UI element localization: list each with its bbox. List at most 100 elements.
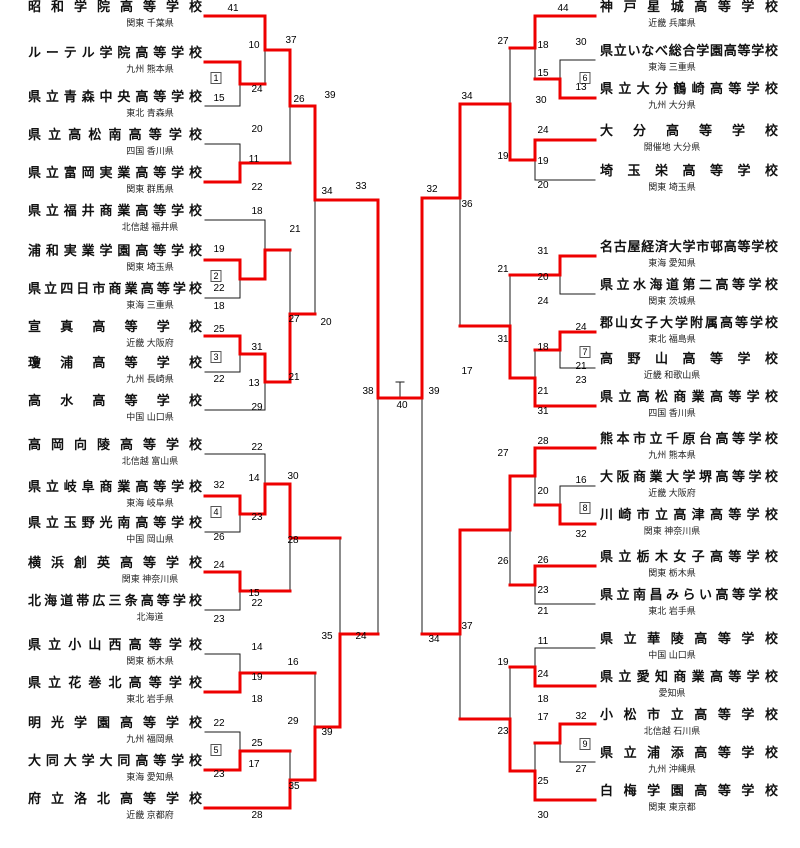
match-number: 11 [537,636,549,647]
match-number: 24 [537,669,549,680]
match-number: 24 [537,125,549,136]
school-region: 四国 香川県 [648,408,696,418]
school-region: 九州 大分県 [648,100,696,110]
school-name: 県立浦添高等学校 [600,745,778,760]
first-round-match-number: 2 [210,270,222,282]
school-entry: 高岡向陵高等学校 北信越 富山県 [28,438,202,466]
match-number: 20 [251,124,263,135]
school-entry: 県立福井商業高等学校 北信越 福井県 [28,204,202,232]
first-round-match-number: 6 [579,72,591,84]
match-number: 25 [213,324,225,335]
school-name: 浦和実業学園高等学校 [28,243,202,258]
school-name: 県立花巻北高等学校 [28,675,202,690]
match-number: 21 [537,606,549,617]
match-number: 31 [537,406,549,417]
match-number: 26 [497,556,509,567]
first-round-match-number: 1 [210,72,222,84]
school-name: 郡山女子大学附属高等学校 [600,315,778,330]
school-name: 埼玉栄高等学校 [600,163,778,178]
match-number: 21 [289,224,301,235]
match-number: 29 [251,402,263,413]
school-name: 県立福井商業高等学校 [28,203,202,218]
school-entry: 県立小山西高等学校 関東 栃木県 [28,638,202,666]
match-number: 18 [251,694,263,705]
first-round-match-number: 8 [579,502,591,514]
school-region: 九州 福岡県 [126,734,174,744]
school-name: 県立愛知商業高等学校 [600,669,778,684]
match-number: 23 [537,585,549,596]
match-number: 28 [537,436,549,447]
match-number: 27 [575,764,587,775]
match-number: 22 [251,598,263,609]
match-number: 17 [248,759,260,770]
school-entry: 埼玉栄高等学校 関東 埼玉県 [600,164,778,192]
school-name: 県立高松南高等学校 [28,127,202,142]
first-round-match-number: 7 [579,346,591,358]
match-number: 24 [355,631,367,642]
match-number: 24 [251,84,263,95]
school-entry: 神戸星城高等学校 近畿 兵庫県 [600,0,778,28]
match-number: 20 [537,272,549,283]
first-round-match-number: 3 [210,351,222,363]
school-name: 県立岐阜商業高等学校 [28,479,202,494]
school-name: 大同大学大同高等学校 [28,753,202,768]
school-region: 北信越 石川県 [643,726,701,736]
match-number: 18 [537,694,549,705]
match-number: 21 [537,386,549,397]
match-number: 37 [285,35,297,46]
school-region: 関東 神奈川県 [643,526,701,536]
school-entry: 浦和実業学園高等学校 関東 埼玉県 [28,244,202,272]
school-region: 北海道 [136,612,164,622]
match-number: 31 [251,342,263,353]
match-number: 33 [355,181,367,192]
school-entry: 県立青森中央高等学校 東北 青森県 [28,90,202,118]
school-name: 昭和学院高等学校 [28,0,202,14]
match-number: 39 [324,90,336,101]
school-region: 関東 栃木県 [648,568,696,578]
match-number: 30 [575,37,587,48]
school-name: 県立華陵高等学校 [600,631,778,646]
match-number: 32 [426,184,438,195]
match-number: 18 [537,342,549,353]
match-number: 36 [461,199,473,210]
match-number: 31 [497,334,509,345]
school-region: 関東 群馬県 [126,184,174,194]
school-region: 関東 茨城県 [648,296,696,306]
match-number: 20 [320,317,332,328]
match-number: 22 [251,182,263,193]
match-number: 15 [537,68,549,79]
match-number: 17 [461,366,473,377]
match-number: 16 [575,475,587,486]
match-number: 39 [428,386,440,397]
school-region: 関東 東京都 [648,802,696,812]
school-entry: 県立浦添高等学校 九州 沖縄県 [600,746,778,774]
school-entry: 大同大学大同高等学校東海 愛知県 [28,754,202,782]
match-number: 28 [287,535,299,546]
school-name: 川崎市立高津高等学校 [600,507,778,522]
school-region: 中国 山口県 [648,650,696,660]
school-region: 愛知県 [658,688,686,698]
school-region: 東北 福島県 [648,334,696,344]
school-region: 東海 愛知県 [126,772,174,782]
school-region: 近畿 京都府 [126,810,174,820]
match-number: 35 [321,631,333,642]
school-name: 高水高等学校 [28,393,202,408]
school-region: 関東 千葉県 [126,18,174,28]
match-number: 16 [287,657,299,668]
school-entry: 小松市立高等学校 北信越 石川県 [600,708,778,736]
match-number: 13 [575,82,587,93]
school-name: 神戸星城高等学校 [600,0,778,14]
school-region: 近畿 大阪府 [648,488,696,498]
match-number: 24 [575,322,587,333]
match-number: 18 [537,40,549,51]
school-entry: 明光学園高等学校 九州 福岡県 [28,716,202,744]
school-name: 県立いなべ総合学園高等学校 [600,43,778,58]
school-region: 中国 山口県 [126,412,174,422]
match-number: 21 [575,361,587,372]
school-entry: 高野山高等学校 近畿 和歌山県 [600,352,778,380]
school-entry: 県立水海道第二高等学校 関東 茨城県 [600,278,778,306]
school-region: 四国 香川県 [126,146,174,156]
school-region: 関東 栃木県 [126,656,174,666]
